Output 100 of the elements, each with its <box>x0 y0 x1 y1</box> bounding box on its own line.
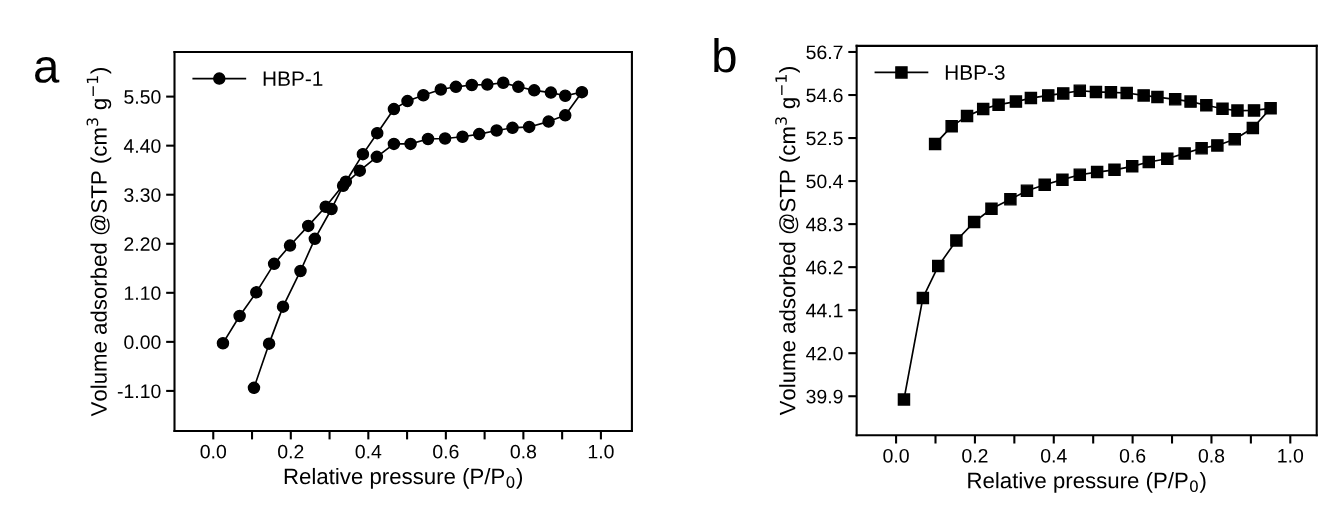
point <box>283 239 297 252</box>
text: b <box>714 37 736 73</box>
point <box>932 259 945 273</box>
point <box>1264 102 1277 115</box>
point <box>512 80 525 94</box>
point <box>370 150 384 164</box>
point <box>1161 152 1174 165</box>
point <box>1090 165 1104 179</box>
x-tick-label: 1.0 <box>1278 448 1304 463</box>
y-tick-label: 2.20 <box>124 237 161 251</box>
point <box>1184 95 1197 108</box>
y-tick-label: 54.6 <box>806 88 843 103</box>
x-tick-label: 0.4 <box>1041 448 1067 463</box>
point <box>928 137 942 151</box>
point <box>1142 155 1156 169</box>
x-tick-label: 0.4 <box>355 444 382 459</box>
point <box>1137 89 1150 102</box>
point <box>1228 133 1241 146</box>
point <box>1195 142 1208 155</box>
y-tick-label: 39.9 <box>806 389 843 404</box>
point <box>449 80 463 94</box>
y-tick-label: 0.00 <box>124 335 161 350</box>
point <box>401 94 414 108</box>
x-axis-title: Relative pressure (P/P$_{0}$) <box>284 467 523 489</box>
point <box>1211 139 1224 152</box>
point <box>250 286 263 299</box>
point <box>1178 147 1191 160</box>
point <box>1056 87 1070 100</box>
point <box>490 124 503 137</box>
x-tick-label: 1.0 <box>588 444 614 459</box>
point <box>506 121 519 135</box>
y-tick-label: 3.30 <box>124 188 161 202</box>
point <box>465 78 479 92</box>
y-tick-label: 56.7 <box>806 45 843 60</box>
x-tick-label: 0.0 <box>883 448 909 463</box>
legend-label: HBP-1 <box>263 71 323 86</box>
point <box>1041 89 1055 102</box>
y-tick-label: 52.5 <box>806 131 843 146</box>
point <box>575 85 589 99</box>
point <box>1038 178 1051 192</box>
point <box>1247 104 1261 117</box>
point <box>985 202 998 215</box>
point <box>1004 193 1017 206</box>
point <box>262 337 276 350</box>
point <box>1120 86 1133 100</box>
point <box>387 137 401 151</box>
point <box>992 98 1005 111</box>
point <box>276 300 290 313</box>
point <box>1168 93 1182 106</box>
point <box>897 393 911 406</box>
point <box>1056 173 1069 186</box>
point <box>976 102 990 116</box>
point <box>294 264 307 278</box>
y-tick-label: 50.4 <box>806 174 843 189</box>
point <box>438 132 452 145</box>
point <box>1073 84 1087 97</box>
y-tick-label: -1.10 <box>117 384 161 399</box>
y-axis-title: Volume adsorbed @STP (cm$^{3}$ g$^{−1}$) <box>86 68 112 417</box>
point <box>558 89 572 102</box>
x-tick-label: 0.6 <box>1119 448 1146 463</box>
point <box>353 164 367 177</box>
point <box>1231 104 1244 117</box>
point <box>356 147 370 161</box>
point <box>1246 121 1260 135</box>
point <box>1125 160 1139 173</box>
point <box>1104 86 1118 99</box>
point <box>544 86 558 99</box>
point <box>247 381 261 395</box>
point <box>216 336 230 350</box>
point <box>967 215 981 229</box>
text: a <box>35 56 60 83</box>
point <box>421 132 435 146</box>
point <box>558 109 572 122</box>
x-tick-label: 0.8 <box>1198 448 1225 463</box>
x-tick-label: 0.2 <box>962 448 988 463</box>
point <box>404 137 417 151</box>
point <box>542 115 555 128</box>
x-tick-label: 0.0 <box>200 444 227 459</box>
point <box>1108 163 1121 177</box>
y-tick-label: 42.0 <box>806 346 843 361</box>
point <box>481 78 494 91</box>
x-tick-label: 0.8 <box>510 444 537 459</box>
point <box>1073 168 1087 181</box>
point <box>945 120 958 133</box>
y-tick-label: 44.1 <box>806 303 843 318</box>
y-tick-label: 4.40 <box>123 139 161 153</box>
point <box>233 309 246 323</box>
point <box>1216 102 1229 115</box>
point <box>434 83 448 96</box>
point <box>308 232 322 246</box>
point <box>1151 90 1164 104</box>
y-tick-label: 5.50 <box>124 90 161 104</box>
point <box>1024 91 1038 105</box>
y-tick-label: 48.3 <box>806 217 843 232</box>
point <box>1009 95 1023 108</box>
point <box>417 89 430 102</box>
point <box>339 175 353 189</box>
point <box>1020 184 1034 197</box>
point <box>916 291 930 305</box>
point <box>301 219 315 233</box>
